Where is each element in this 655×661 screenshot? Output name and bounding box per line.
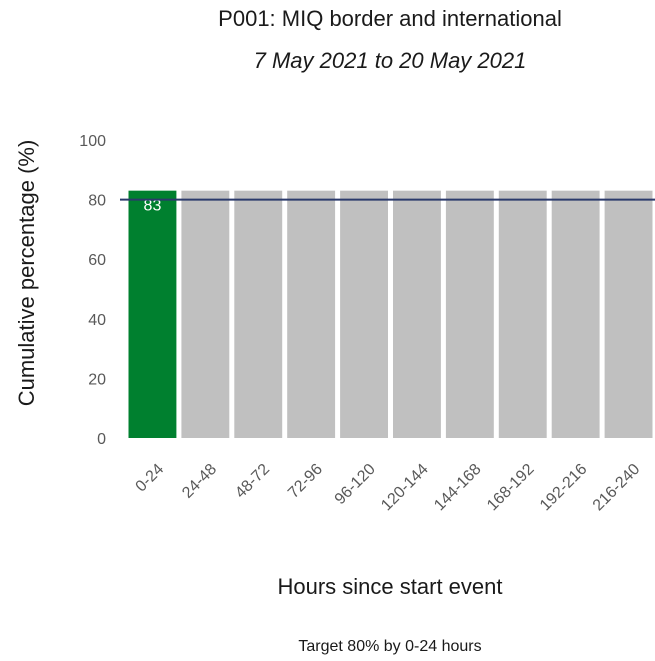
x-tick-label: 168-192: [484, 461, 538, 515]
bar-192-216: [551, 190, 600, 438]
y-tick-label: 20: [88, 371, 106, 388]
x-axis-ticks: 0-24 24-48 48-72 72-96 96-120 120-144 144-168 1…: [133, 461, 644, 515]
bar-0-24: [128, 190, 177, 438]
x-tick-label: 96-120: [332, 461, 379, 508]
bar-24-48: [181, 190, 230, 438]
bar-96-120: [340, 190, 388, 438]
x-tick-label: 120-144: [378, 461, 432, 515]
x-tick-label: 216-240: [590, 461, 644, 515]
x-axis-label: Hours since start event: [278, 574, 503, 599]
x-tick-label: 144-168: [431, 461, 485, 515]
bar-48-72: [234, 190, 283, 438]
bar-72-96: [287, 190, 336, 438]
x-tick-label: 192-216: [537, 461, 591, 515]
chart-caption: Target 80% by 0-24 hours: [298, 638, 482, 655]
x-tick-label: 72-96: [285, 461, 326, 502]
x-tick-label: 48-72: [232, 461, 273, 502]
y-tick-label: 0: [97, 431, 106, 448]
chart-title: P001: MIQ border and international: [218, 6, 562, 31]
data-labels: 83: [144, 198, 162, 215]
y-tick-label: 100: [79, 133, 106, 150]
bar-216-240: [604, 190, 653, 438]
bar-168-192: [498, 190, 547, 438]
chart-subtitle: 7 May 2021 to 20 May 2021: [253, 48, 527, 73]
bar-120-144: [393, 190, 441, 438]
y-axis-ticks: 0 20 40 60 80 100: [79, 133, 106, 448]
y-axis-label: Cumulative percentage (%): [14, 140, 39, 407]
bars: [128, 190, 653, 438]
y-tick-label: 60: [88, 252, 106, 269]
x-tick-label: 0-24: [133, 461, 168, 496]
bar-144-168: [445, 190, 494, 438]
y-tick-label: 80: [88, 193, 106, 210]
x-tick-label: 24-48: [179, 461, 220, 502]
y-tick-label: 40: [88, 312, 106, 329]
data-label: 83: [144, 198, 162, 215]
